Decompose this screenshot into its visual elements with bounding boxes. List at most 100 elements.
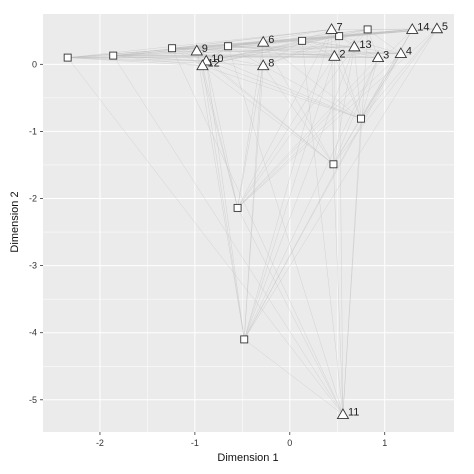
edge <box>263 65 362 119</box>
edge <box>244 57 379 340</box>
triangle-point <box>256 59 270 71</box>
point-label: 14 <box>417 21 429 33</box>
y-tick-label: -2 <box>29 194 37 204</box>
y-tick-label: 0 <box>32 59 37 69</box>
edge <box>202 65 238 208</box>
square-point <box>335 32 344 41</box>
edge <box>237 57 379 209</box>
edge <box>237 29 413 209</box>
edge <box>333 28 438 165</box>
triangle-point <box>336 408 350 420</box>
y-tick-label: -4 <box>29 328 37 338</box>
x-tick-label: 1 <box>382 438 387 448</box>
square-point <box>357 114 365 123</box>
y-tick-label: -1 <box>29 126 37 136</box>
square-point <box>224 42 233 51</box>
point-label: 13 <box>359 39 371 51</box>
plot-panel <box>43 14 454 432</box>
x-tick-label: -2 <box>96 438 104 448</box>
point-label: 10 <box>211 53 223 65</box>
y-tick-label: -5 <box>29 395 37 405</box>
edge <box>172 47 207 62</box>
edge <box>237 53 402 209</box>
grid <box>43 14 454 432</box>
edge <box>244 29 413 340</box>
edge <box>243 46 355 340</box>
point-label: 7 <box>337 21 343 33</box>
edge <box>333 53 402 165</box>
edge <box>263 29 368 66</box>
x-tick-label: 0 <box>287 438 292 448</box>
edge <box>301 40 344 415</box>
edge <box>206 60 238 208</box>
edge <box>334 29 368 57</box>
edge <box>172 29 332 49</box>
point-label: 6 <box>268 34 274 46</box>
square-point <box>363 25 372 34</box>
triangle-point <box>328 49 341 61</box>
edge <box>206 60 245 340</box>
y-axis-title: Dimension 2 <box>9 191 21 252</box>
edge <box>263 29 368 43</box>
triangle-point <box>430 22 444 34</box>
triangle-point <box>371 51 385 63</box>
square-point <box>298 36 307 45</box>
edge <box>196 50 238 208</box>
edge <box>262 42 334 165</box>
edge <box>228 29 332 47</box>
edge <box>237 56 335 209</box>
edge <box>113 55 264 66</box>
point-label: 4 <box>406 46 412 58</box>
point-label: 3 <box>383 50 389 62</box>
edge <box>367 29 379 58</box>
edge <box>360 57 379 119</box>
edge <box>354 46 362 119</box>
edge <box>196 50 334 165</box>
edge <box>196 35 340 52</box>
square-point <box>329 160 338 169</box>
edge <box>339 28 437 37</box>
x-ticks: -2 -1 0 1 <box>96 432 387 448</box>
edge <box>302 40 379 58</box>
edge <box>196 50 362 119</box>
edge <box>206 60 362 119</box>
triangle-point <box>325 23 338 34</box>
edge <box>342 118 362 415</box>
edge <box>237 65 264 208</box>
edge <box>333 57 379 165</box>
edge <box>263 41 362 119</box>
edge <box>113 55 203 66</box>
edge <box>237 28 438 209</box>
triangle-point <box>190 44 204 56</box>
edge <box>244 339 344 415</box>
square-point <box>63 53 72 62</box>
edge <box>202 65 362 119</box>
edge <box>172 47 264 66</box>
edges <box>67 28 438 415</box>
edge <box>339 35 379 58</box>
x-axis-title: Dimension 1 <box>217 452 278 464</box>
points <box>63 22 444 420</box>
edge <box>228 41 264 47</box>
edge <box>228 45 335 57</box>
edge <box>206 60 334 165</box>
edge <box>67 57 203 66</box>
edge <box>367 28 437 30</box>
edge <box>202 65 334 165</box>
point-label: 5 <box>442 21 448 33</box>
edge <box>244 53 402 340</box>
square-point <box>109 51 118 60</box>
square-point <box>240 335 249 344</box>
edge <box>334 56 362 119</box>
square-point <box>168 44 177 53</box>
triangle-point <box>348 40 361 52</box>
point-label: 12 <box>207 58 219 70</box>
edge <box>171 48 203 66</box>
edge <box>244 28 438 340</box>
edge <box>333 164 344 415</box>
edge <box>202 65 245 340</box>
edge <box>196 50 245 340</box>
square-point <box>233 203 242 212</box>
